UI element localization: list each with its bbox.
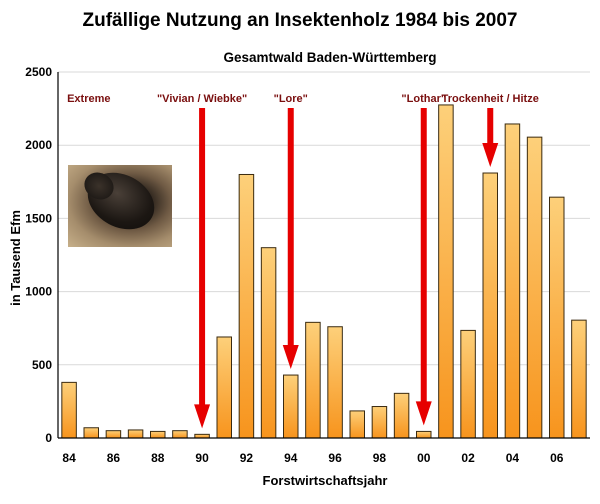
x-tick-label: 90 bbox=[195, 451, 209, 465]
x-tick-label: 06 bbox=[550, 451, 564, 465]
axes bbox=[57, 72, 590, 439]
bar-88 bbox=[150, 430, 166, 439]
bar-02 bbox=[460, 329, 476, 439]
x-tick-label: 88 bbox=[151, 451, 165, 465]
annotation-label: Extreme bbox=[67, 93, 110, 105]
bar-95 bbox=[305, 321, 321, 439]
y-tick-label: 0 bbox=[45, 431, 52, 445]
x-tick-label: 92 bbox=[240, 451, 254, 465]
bar-85 bbox=[83, 427, 99, 439]
annotation-arrow bbox=[482, 108, 499, 168]
annotation-arrow bbox=[415, 108, 432, 426]
bar-96 bbox=[327, 326, 343, 439]
bar-03 bbox=[482, 172, 498, 439]
x-tick-label: 98 bbox=[373, 451, 387, 465]
x-tick-label: 04 bbox=[506, 451, 520, 465]
bar-94 bbox=[283, 374, 299, 439]
bar-93 bbox=[260, 247, 277, 439]
bar-97 bbox=[349, 410, 365, 439]
bar-06 bbox=[549, 196, 565, 439]
x-tick-label: 02 bbox=[461, 451, 475, 465]
bar-01 bbox=[438, 104, 454, 439]
chart-subtitle: Gesamtwald Baden-Württemberg bbox=[223, 50, 437, 65]
x-tick-label: 84 bbox=[62, 451, 76, 465]
bar-98 bbox=[371, 406, 388, 439]
bar-87 bbox=[127, 429, 144, 439]
bar-99 bbox=[393, 392, 410, 439]
x-tick-label: 86 bbox=[107, 451, 121, 465]
bar-89 bbox=[172, 430, 188, 439]
x-tick-labels: 84 86 88 90 92 94 96 98 00 02 04 06 bbox=[62, 451, 563, 465]
annotation-arrow bbox=[282, 108, 299, 370]
bar-07 bbox=[571, 319, 587, 439]
annotation-label: "Vivian / Wiebke" bbox=[157, 93, 247, 105]
bar-00 bbox=[416, 430, 432, 439]
bar-92 bbox=[238, 173, 255, 439]
annotations: Extreme "Vivian / Wiebke" "Lore" "Lothar"Tr… bbox=[67, 93, 539, 429]
annotation-label: Trockenheit / Hitze bbox=[442, 93, 539, 105]
y-axis-label: in Tausend Efm bbox=[8, 210, 23, 306]
x-tick-label: 94 bbox=[284, 451, 298, 465]
bar-05 bbox=[526, 136, 543, 439]
bar-04 bbox=[504, 123, 521, 439]
x-axis-label: Forstwirtschaftsjahr bbox=[263, 473, 388, 488]
y-tick-label: 500 bbox=[32, 358, 52, 372]
bars bbox=[61, 104, 587, 439]
annotation-arrow bbox=[194, 108, 211, 429]
x-tick-label: 00 bbox=[417, 451, 431, 465]
annotation-label: "Lore" bbox=[274, 93, 308, 105]
y-tick-labels: 0 500 1000 1500 2000 2500 bbox=[25, 65, 52, 445]
y-tick-label: 2500 bbox=[25, 65, 52, 79]
y-tick-label: 1500 bbox=[25, 211, 52, 225]
x-tick-label: 96 bbox=[328, 451, 342, 465]
chart-title: Zufällige Nutzung an Insektenholz 1984 b… bbox=[82, 10, 518, 31]
bark-beetle-photo bbox=[68, 165, 172, 247]
bar-84 bbox=[61, 381, 77, 439]
y-tick-label: 2000 bbox=[25, 138, 52, 152]
annotation-label: "Lothar" bbox=[401, 93, 446, 105]
bar-91 bbox=[216, 336, 232, 439]
bar-86 bbox=[105, 430, 122, 439]
y-tick-label: 1000 bbox=[25, 285, 52, 299]
